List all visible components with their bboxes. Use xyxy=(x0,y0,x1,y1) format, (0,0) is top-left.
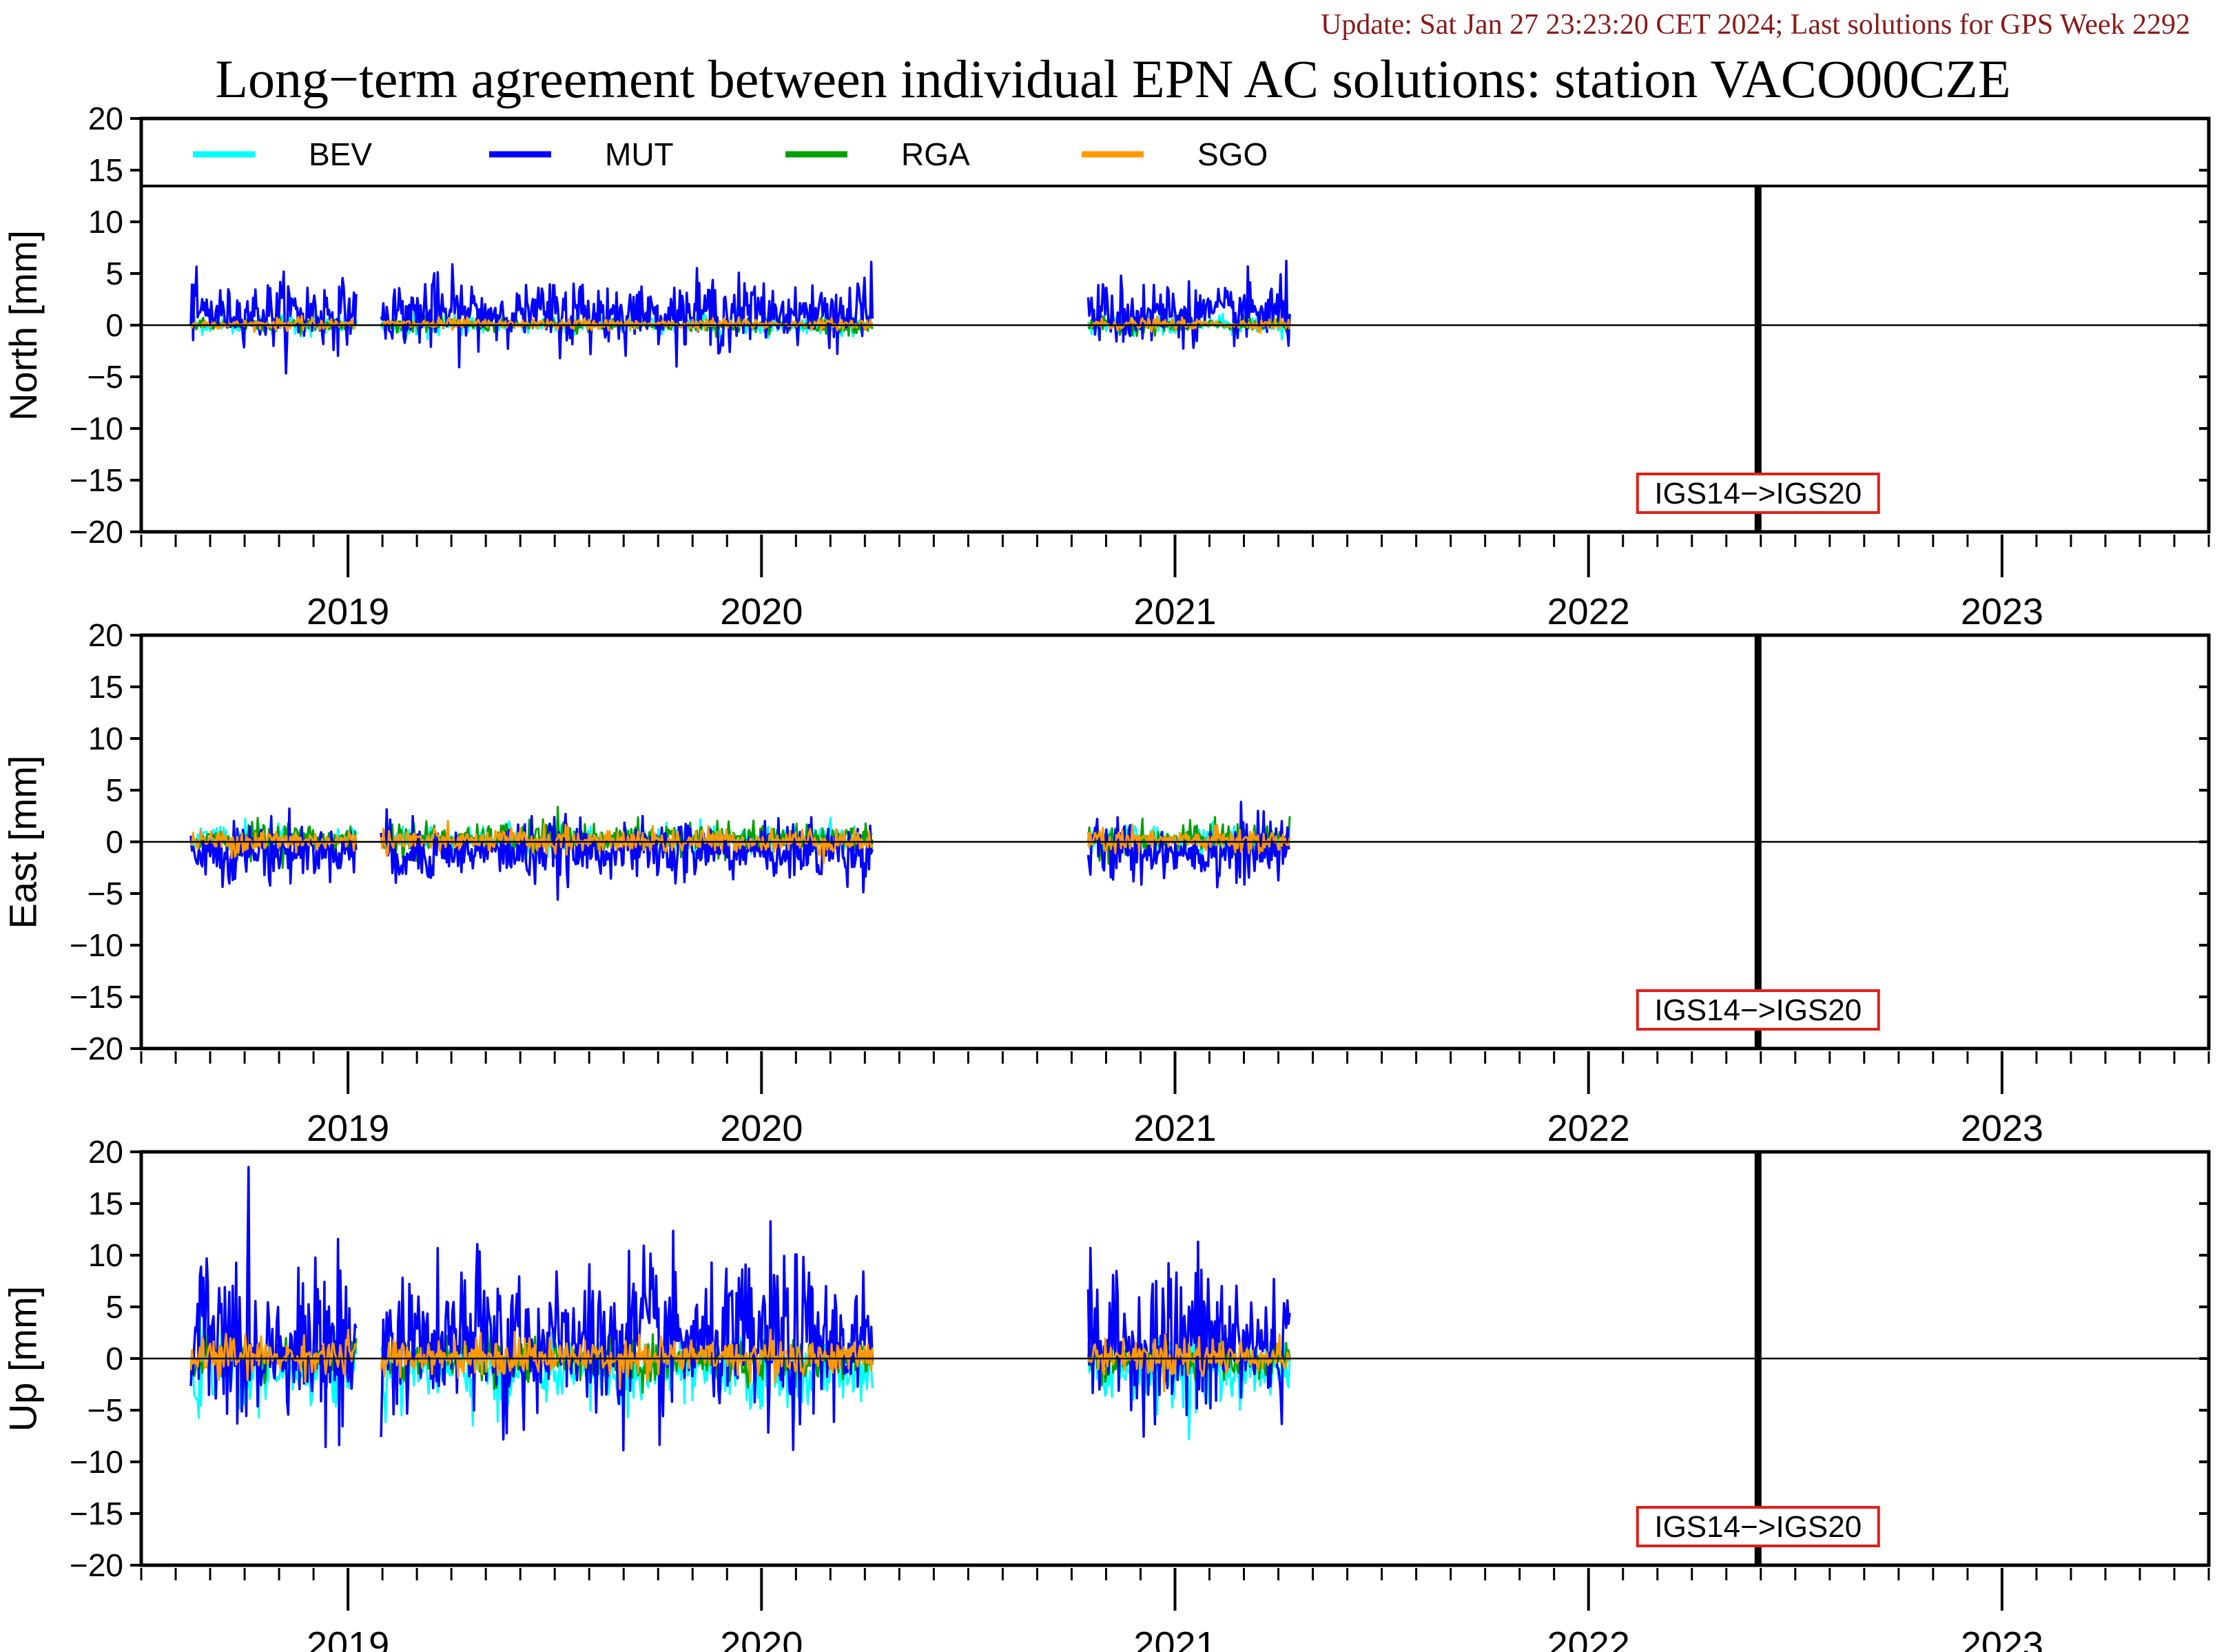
ytick-label-north: 5 xyxy=(105,256,123,291)
xtick-label-north: 2023 xyxy=(1961,591,2043,632)
ytick-label-up: 5 xyxy=(105,1289,123,1325)
ytick-label-east: −10 xyxy=(70,927,123,963)
panel-north: IGS14−>IGS20 BEV MUT RGA SGO −20 −15 −10 −5 0 5 10 1… xyxy=(70,101,2211,632)
ytick-label-up: 10 xyxy=(88,1237,123,1273)
frame-change-box-east xyxy=(1636,989,1880,1031)
xtick-label-up: 2023 xyxy=(1961,1624,2043,1652)
xtick-label-east: 2019 xyxy=(307,1108,389,1149)
series-sgo-east xyxy=(189,820,1291,865)
frame-change-label-up: IGS14−>IGS20 xyxy=(1654,1510,1862,1544)
legend-item-sgo: SGO xyxy=(1082,136,1268,172)
panel-east: IGS14−>IGS20 −20 −15 −10 −5 0 5 10 15 20 2019 2020 2… xyxy=(70,617,2211,1149)
xtick-label-north: 2021 xyxy=(1133,591,1216,632)
panel-up: IGS14−>IGS20 −20 −15 −10 −5 0 5 10 15 20 2019 2020 2… xyxy=(70,1134,2211,1652)
ytick-label-up: 20 xyxy=(88,1134,123,1170)
xtick-label-north: 2019 xyxy=(307,591,389,632)
ytick-label-east: 10 xyxy=(88,721,123,756)
legend-item-bev: BEV xyxy=(193,136,372,172)
ytick-label-east: 0 xyxy=(105,824,123,860)
ytick-label-north: −15 xyxy=(70,462,123,498)
frame-change-label-north: IGS14−>IGS20 xyxy=(1654,477,1862,510)
frame-change-box-up xyxy=(1636,1506,1880,1547)
ytick-label-east: −5 xyxy=(87,876,123,911)
ytick-label-up: 0 xyxy=(105,1341,123,1376)
ytick-label-north: −10 xyxy=(70,411,123,446)
ytick-label-up: −10 xyxy=(70,1444,123,1480)
ytick-label-up: 15 xyxy=(88,1186,123,1221)
xtick-label-north: 2022 xyxy=(1547,591,1630,632)
ytick-label-east: 20 xyxy=(88,617,123,653)
xtick-label-north: 2020 xyxy=(720,591,803,632)
ytick-label-east: 5 xyxy=(105,772,123,808)
xtick-label-up: 2020 xyxy=(720,1624,803,1652)
xtick-label-up: 2022 xyxy=(1547,1624,1630,1652)
ytick-label-north: 20 xyxy=(88,101,123,136)
chart-title: Long−term agreement between individual E… xyxy=(215,49,2011,109)
xtick-label-up: 2019 xyxy=(307,1624,389,1652)
series-mut-north xyxy=(189,259,1291,375)
legend-label-sgo: SGO xyxy=(1197,136,1268,172)
legend-item-mut: MUT xyxy=(489,136,674,172)
ytick-label-up: −15 xyxy=(70,1496,123,1531)
ytick-label-up: −5 xyxy=(87,1392,123,1428)
xtick-label-east: 2022 xyxy=(1547,1108,1630,1149)
xtick-label-east: 2021 xyxy=(1133,1108,1216,1149)
legend-label-bev: BEV xyxy=(309,136,372,172)
legend-label-rga: RGA xyxy=(901,136,970,172)
ytick-label-north: 15 xyxy=(88,152,123,188)
frame-change-label-east: IGS14−>IGS20 xyxy=(1654,993,1862,1027)
legend-item-rga: RGA xyxy=(785,136,970,172)
ytick-label-north: 0 xyxy=(105,307,123,343)
update-timestamp: Update: Sat Jan 27 23:23:20 CET 2024; La… xyxy=(1320,9,2190,41)
ytick-label-up: −20 xyxy=(70,1547,123,1583)
series-mut-up xyxy=(189,1166,1291,1452)
ytick-label-east: 15 xyxy=(88,669,123,705)
ytick-label-east: −15 xyxy=(70,979,123,1015)
xtick-label-east: 2020 xyxy=(720,1108,803,1149)
ytick-label-east: −20 xyxy=(70,1031,123,1066)
ytick-label-north: −5 xyxy=(87,359,123,395)
frame-change-box-north xyxy=(1636,473,1880,514)
legend-label-mut: MUT xyxy=(605,136,674,172)
series-mut-east xyxy=(189,801,1291,901)
xtick-label-east: 2023 xyxy=(1961,1108,2043,1149)
ytick-label-north: 10 xyxy=(88,204,123,240)
ytick-label-north: −20 xyxy=(70,514,123,550)
xtick-label-up: 2021 xyxy=(1133,1624,1216,1652)
